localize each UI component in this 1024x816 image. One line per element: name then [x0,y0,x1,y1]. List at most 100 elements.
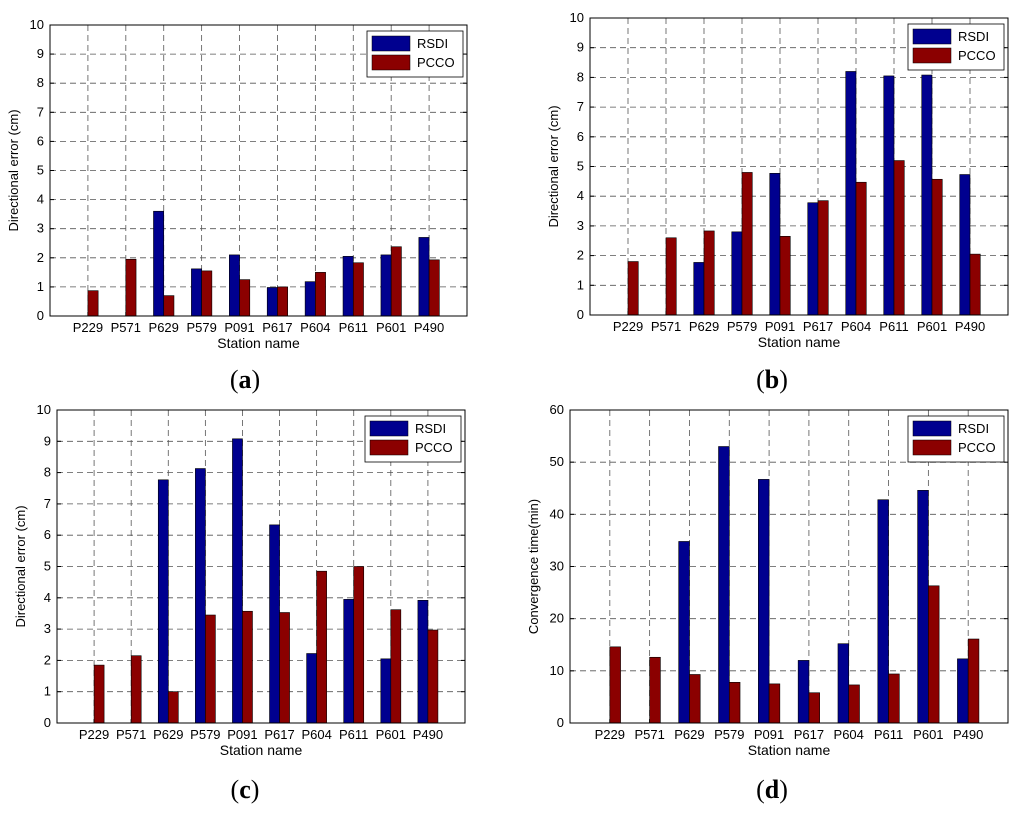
bar-rsdi-p601 [380,658,392,724]
bar-pcco-p571 [649,656,661,724]
y-tick-label: 10 [30,17,44,32]
bar-pcco-p490 [428,259,440,317]
legend-label-rsdi: RSDI [417,36,448,51]
bar-rsdi-p091 [769,173,781,316]
x-tick-label: P571 [651,319,681,334]
x-tick-label: P611 [879,319,908,334]
x-tick-label: P601 [913,727,943,742]
bar-rsdi-p629 [157,479,169,724]
y-tick-label: 6 [44,527,51,542]
y-tick-label: 0 [577,307,584,322]
y-tick-label: 2 [577,248,584,263]
x-tick-label: P604 [834,727,864,742]
x-tick-label: P617 [262,320,292,335]
y-tick-label: 9 [37,46,44,61]
bar-rsdi-p617 [266,287,278,317]
x-tick-label: P490 [955,319,985,334]
y-tick-label: 60 [550,402,564,417]
bar-rsdi-p617 [269,524,280,724]
y-tick-label: 4 [577,188,584,203]
y-tick-label: 0 [37,308,44,323]
x-tick-label: P490 [953,727,983,742]
bar-pcco-p617 [277,286,288,317]
y-tick-label: 10 [550,663,564,678]
y-tick-label: 30 [550,559,564,574]
bar-pcco-p229 [609,646,621,724]
x-tick-label: P629 [153,727,183,742]
y-tick-label: 0 [557,715,564,730]
bar-rsdi-p611 [877,499,889,724]
y-tick-label: 4 [44,590,51,605]
bar-rsdi-p091 [229,254,240,317]
y-tick-label: 6 [37,133,44,148]
y-tick-label: 9 [44,433,51,448]
x-tick-label: P229 [613,319,643,334]
bar-pcco-p091 [242,610,253,724]
x-tick-label: P604 [301,727,331,742]
y-tick-label: 7 [577,99,584,114]
y-tick-label: 50 [550,454,564,469]
legend-swatch-pcco [912,439,952,456]
bar-pcco-p490 [969,253,981,316]
bar-pcco-p091 [779,235,791,316]
y-tick-label: 5 [577,159,584,174]
bar-pcco-p604 [315,272,326,317]
legend-label-pcco: PCCO [417,55,455,70]
x-tick-label: P229 [73,320,103,335]
bar-pcco-p229 [87,290,99,317]
panel-label-c: (c) [230,775,260,804]
x-tick-label: P617 [264,727,294,742]
chart-a: 0 1 2 3 4 5 6 7 8 9 10 P229 P571 P629 P579 P091 P617 P604… [6,17,468,351]
y-tick-label: 0 [44,715,51,730]
legend-swatch-rsdi [912,420,952,437]
legend-label-rsdi: RSDI [958,421,989,436]
x-tick-label: P617 [794,727,824,742]
y-tick-label: 4 [37,192,44,207]
bar-rsdi-p617 [797,660,810,724]
y-tick-label: 9 [577,40,584,55]
bar-pcco-p229 [627,261,639,316]
chart-b: 0 1 2 3 4 5 6 7 8 9 10 P229 P571 P629 P579 P091 P617 P604… [546,10,1009,350]
bar-rsdi-p579 [195,468,206,724]
legend-swatch-pcco [912,47,952,64]
legend-swatch-rsdi [912,28,952,45]
bar-rsdi-p091 [758,479,770,724]
bar-rsdi-p611 [343,599,355,724]
x-tick-label: P617 [803,319,833,334]
y-tick-label: 7 [44,496,51,511]
x-tick-label: P091 [765,319,795,334]
legend-label-pcco: PCCO [958,48,996,63]
bar-pcco-p601 [931,178,943,316]
bar-pcco-p611 [893,160,905,316]
bar-pcco-p579 [741,172,753,316]
x-axis-label: Station name [748,742,831,758]
bar-pcco-p490 [427,629,439,724]
bar-rsdi-p579 [731,231,743,316]
x-tick-label: P579 [186,320,216,335]
x-tick-label: P229 [595,727,625,742]
x-tick-label: P629 [689,319,719,334]
bar-rsdi-p490 [957,658,969,724]
bar-pcco-p579 [201,270,213,317]
bar-pcco-p611 [352,262,364,317]
bar-pcco-p091 [768,683,781,724]
x-tick-label: P601 [376,320,406,335]
y-tick-label: 1 [44,684,51,699]
y-tick-label: 8 [44,465,51,480]
y-tick-label: 40 [550,506,564,521]
x-tick-label: P629 [674,727,704,742]
bar-pcco-p579 [728,682,741,724]
x-tick-label: P490 [414,320,444,335]
legend-label-pcco: PCCO [415,440,453,455]
bar-rsdi-p611 [883,75,895,316]
bar-pcco-p571 [130,655,142,724]
y-tick-label: 8 [37,75,44,90]
bar-pcco-p617 [279,612,290,724]
axes-box [569,409,1009,724]
bar-rsdi-p601 [380,254,392,317]
bar-rsdi-p604 [306,653,317,724]
bar-rsdi-p579 [191,268,202,317]
bar-pcco-p571 [125,258,137,317]
x-tick-label: P604 [841,319,871,334]
y-tick-label: 3 [44,621,51,636]
